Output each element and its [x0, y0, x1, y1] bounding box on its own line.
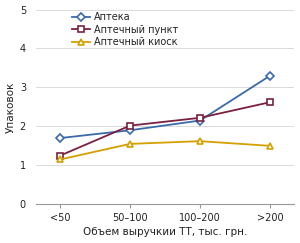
Аптека	[128, 129, 132, 132]
Аптечный пункт	[268, 101, 272, 104]
Y-axis label: Упаковок: Упаковок	[6, 81, 16, 133]
Аптечный пункт	[198, 116, 202, 119]
Аптечный киоск	[198, 140, 202, 143]
Line: Аптечный пункт: Аптечный пункт	[57, 99, 273, 159]
Line: Аптечный киоск: Аптечный киоск	[57, 138, 273, 163]
Аптечный пункт	[128, 124, 132, 127]
Line: Аптека: Аптека	[57, 73, 273, 141]
Аптечный пункт	[58, 154, 62, 157]
Аптека	[268, 74, 272, 77]
Аптечный киоск	[268, 144, 272, 147]
Legend: Аптека, Аптечный пункт, Аптечный киоск: Аптека, Аптечный пункт, Аптечный киоск	[70, 10, 180, 49]
X-axis label: Объем выручкии ТТ, тыс. грн.: Объем выручкии ТТ, тыс. грн.	[83, 227, 247, 237]
Аптечный киоск	[58, 158, 62, 161]
Аптека	[198, 119, 202, 122]
Аптека	[58, 137, 62, 139]
Аптечный киоск	[128, 142, 132, 145]
